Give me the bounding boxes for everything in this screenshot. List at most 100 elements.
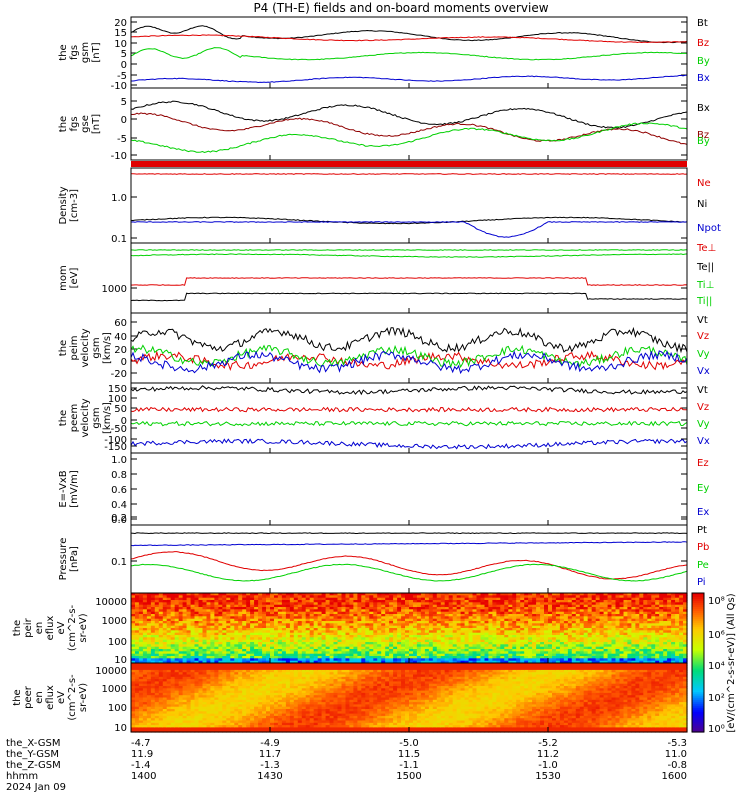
- series-ion-velocity-0: [130, 326, 688, 354]
- legend-density-2: Npot: [697, 223, 721, 234]
- series-temperature-1: [130, 292, 688, 302]
- colorbar-tick-0: 10⁸: [708, 596, 725, 607]
- series-ion-velocity-3: [130, 350, 688, 375]
- ylabel-fgs-gse-1: fgs: [69, 116, 80, 131]
- ytick-fgs-gsm-1: 15: [114, 28, 127, 39]
- ylabel-ion-spectrogram-3: eflux: [45, 616, 56, 641]
- footer-value-0-1: -4.9: [260, 738, 280, 749]
- series-electron-velocity-2: [130, 420, 688, 427]
- legend-density-0: Ne: [697, 178, 711, 189]
- ytick-efield-1: 0.8: [111, 470, 127, 481]
- series-electron-velocity-1: [130, 406, 687, 413]
- ylabel-ion-spectrogram-2: en: [34, 622, 45, 635]
- footer-value-2-2: -1.1: [399, 760, 419, 771]
- ylabel-electron-spectrogram-1: peer: [23, 685, 34, 709]
- electron-spectrogram-cells: [131, 663, 688, 733]
- legend-ion-velocity-2: Vy: [697, 349, 710, 360]
- series-ion-velocity-2: [130, 344, 688, 369]
- ylabel-ion-spectrogram-6: sr-eV): [78, 613, 89, 642]
- ytick-efield-2: 0.6: [111, 485, 127, 496]
- ytick-ion-velocity-1: 40: [114, 332, 127, 343]
- legend-pressure-0: Pt: [697, 525, 707, 536]
- footer-label-2: the_Z-GSM: [6, 760, 61, 771]
- ytick-ion-velocity-2: 20: [114, 345, 127, 356]
- series-temperature-2: [130, 253, 688, 258]
- ytick-electron-spectrogram-2: 100: [108, 703, 127, 714]
- ylabel-density-0: Density: [58, 186, 69, 224]
- ylabel-fgs-gsm-3: [nT]: [91, 42, 102, 62]
- series-fgs-gsm-2: [130, 47, 687, 61]
- series-density-1: [130, 216, 688, 225]
- series-density-2: [130, 221, 688, 238]
- legend-ion-velocity-3: Vx: [697, 366, 710, 377]
- legend-fgs-gse-0: Bx: [697, 103, 710, 114]
- legend-fgs-gsm-1: Bz: [697, 38, 709, 49]
- ylabel-electron-velocity-3: gsm: [91, 407, 102, 428]
- ytick-fgs-gse-0: 5: [121, 97, 127, 108]
- ytick-ion-velocity-0: 60: [114, 318, 127, 329]
- ytick-efield-4: 0.2: [111, 513, 127, 524]
- ytick-electron-spectrogram-3: 10: [114, 723, 127, 734]
- legend-efield-1: Ey: [697, 483, 709, 494]
- footer-value-2-1: -1.3: [260, 760, 280, 771]
- colorbar-tick-4: 10⁰: [708, 724, 725, 735]
- series-ion-velocity-1: [130, 350, 688, 372]
- ylabel-ion-spectrogram-1: peir: [23, 617, 34, 637]
- legend-pressure-2: Pe: [697, 560, 709, 571]
- series-pressure-2: [130, 563, 688, 582]
- legend-pressure-3: Pi: [697, 577, 706, 588]
- series-electron-velocity-3: [130, 438, 688, 450]
- legend-efield-2: Ex: [697, 507, 709, 518]
- colorbar-frame: [691, 592, 705, 733]
- ytick-electron-velocity-4: -50: [111, 424, 127, 435]
- series-fgs-gse-0: [130, 100, 688, 129]
- legend-temperature-3: Ti||: [696, 296, 712, 307]
- ytick-fgs-gsm-6: -10: [111, 81, 127, 92]
- series-fgs-gsm-3: [131, 74, 688, 84]
- ylabel-ion-velocity-2: velocity: [80, 328, 91, 367]
- footer-value-1-1: 11.7: [259, 749, 281, 760]
- footer-value-3-1: 1430: [257, 771, 282, 782]
- ylabel-fgs-gse-2: gse: [80, 115, 91, 133]
- ytick-ion-velocity-3: 0: [121, 357, 127, 368]
- series-fgs-gse-2: [130, 122, 688, 154]
- footer-label-3: hhmm: [6, 771, 38, 782]
- ytick-fgs-gse-1: 0: [121, 115, 127, 126]
- ylabel-pressure-0: Pressure: [58, 538, 69, 581]
- footer-value-2-0: -1.4: [131, 760, 151, 771]
- series-pressure-3: [130, 541, 688, 547]
- legend-temperature-1: Te||: [696, 262, 714, 273]
- ytick-electron-velocity-3: 0: [121, 416, 127, 427]
- footer-value-0-0: -4.7: [131, 738, 151, 749]
- series-pressure-1: [130, 551, 688, 580]
- ylabel-temperature-0: mom: [58, 265, 69, 291]
- ytick-ion-spectrogram-2: 100: [108, 637, 127, 648]
- legend-fgs-gsm-2: By: [697, 56, 710, 67]
- footer-value-1-3: 11.2: [537, 749, 559, 760]
- ylabel-ion-velocity-4: [km/s]: [102, 332, 113, 364]
- page-title: P4 (TH-E) fields and on-board moments ov…: [253, 1, 549, 15]
- ytick-electron-spectrogram-1: 1000: [102, 684, 127, 695]
- legend-density-1: Ni: [697, 199, 707, 210]
- ytick-density-0: 1.0: [111, 193, 127, 204]
- ylabel-ion-spectrogram-0: the: [12, 620, 23, 636]
- footer-value-1-0: 11.9: [131, 749, 153, 760]
- ylabel-density-1: [cm-3]: [69, 189, 80, 222]
- ylabel-electron-spectrogram-5: (cm^2-s-: [67, 674, 78, 721]
- footer-date: 2024 Jan 09: [6, 782, 66, 793]
- ylabel-electron-velocity-0: the: [58, 410, 69, 426]
- series-fgs-gsm-1: [130, 34, 688, 44]
- legend-electron-velocity-0: Vt: [697, 385, 708, 396]
- ylabel-fgs-gse-3: [nT]: [91, 114, 102, 134]
- ylabel-electron-spectrogram-2: en: [34, 691, 45, 704]
- ylabel-fgs-gsm-2: gsm: [80, 42, 91, 63]
- ylabel-efield-1: [mV/m]: [69, 470, 80, 508]
- footer-value-3-3: 1530: [535, 771, 560, 782]
- ytick-electron-velocity-2: 50: [114, 404, 127, 415]
- legend-ion-velocity-1: Vz: [697, 331, 709, 342]
- footer-value-1-4: 11.0: [665, 749, 687, 760]
- ylabel-electron-spectrogram-0: the: [12, 689, 23, 705]
- ytick-fgs-gse-3: -10: [111, 151, 127, 162]
